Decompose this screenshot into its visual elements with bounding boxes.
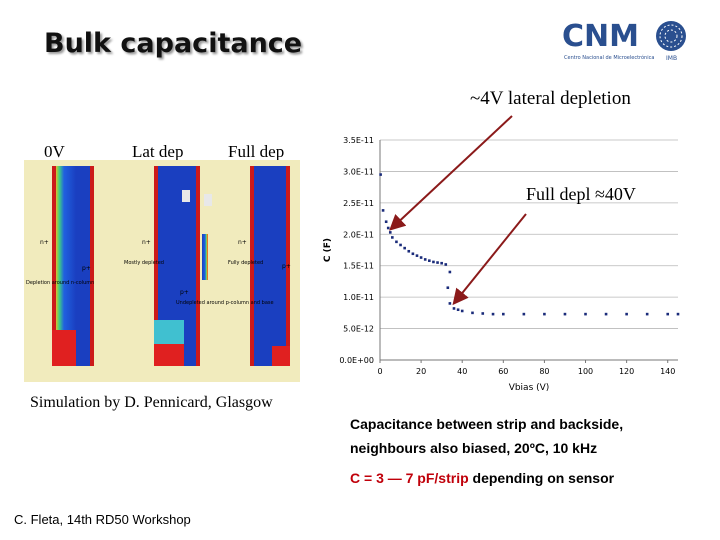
data-point xyxy=(446,286,450,290)
data-point xyxy=(440,261,443,265)
data-point xyxy=(448,302,452,305)
arrow-lateral-depletion xyxy=(389,115,513,231)
capacitance-formula: C = 3 ― 7 pF/strip depending on sensor xyxy=(350,470,614,486)
sim-panel-0v xyxy=(52,166,94,366)
data-point xyxy=(645,312,649,316)
data-point xyxy=(460,309,464,313)
data-point xyxy=(522,312,526,316)
formula-value: C = 3 ― 7 pF/strip xyxy=(350,470,469,486)
y-tick-label: 3.5E-11 xyxy=(343,136,374,145)
x-tick-label: 40 xyxy=(457,367,467,376)
chart-axes xyxy=(379,140,678,363)
inset-label-n-plus-2: n+ xyxy=(142,239,151,246)
data-point xyxy=(604,312,608,316)
x-axis-label: Vbias (V) xyxy=(509,383,550,393)
x-tick-label: 140 xyxy=(660,367,675,376)
data-point xyxy=(625,312,628,316)
data-point xyxy=(584,312,587,316)
sim-label-full-dep: Full dep xyxy=(228,142,285,161)
footer: C. Fleta, 14th RD50 Workshop xyxy=(14,512,191,527)
lateral-depletion-annotation: ~4V lateral depletion xyxy=(470,88,631,109)
sim-label-lat-dep: Lat dep xyxy=(132,142,184,161)
y-tick-label: 3.0E-11 xyxy=(343,167,374,176)
data-point xyxy=(543,312,546,316)
data-point xyxy=(563,312,567,316)
simulation-credit: Simulation by D. Pennicard, Glasgow xyxy=(30,394,273,411)
data-point xyxy=(491,312,495,316)
data-point xyxy=(388,231,392,234)
chart-points xyxy=(379,173,680,316)
data-point xyxy=(407,249,411,253)
capacitance-description: Capacitance between strip and backside, … xyxy=(350,412,623,460)
data-point xyxy=(452,307,456,310)
capacitance-chart: 0.0E+00 5.0E-12 1.0E-11 1.5E-11 2.0E-11 2.5E-… xyxy=(323,136,680,393)
sim-panel-lat-dep xyxy=(154,166,200,366)
y-tick-label: 5.0E-12 xyxy=(343,325,374,334)
data-point xyxy=(428,259,431,262)
inset-label-depletion: Depletion around n-column xyxy=(26,280,94,286)
data-point xyxy=(471,311,474,315)
logo-org: IMB xyxy=(666,55,677,62)
slide-title: Bulk capacitance xyxy=(44,28,303,59)
data-point xyxy=(391,236,394,239)
cnm-logo: CNM Centro Nacional de Microelectrónica … xyxy=(562,19,686,62)
description-line-1: Capacitance between strip and backside, xyxy=(350,416,624,432)
x-tick-label: 100 xyxy=(578,367,593,376)
inset-label-p-plus-1: p+ xyxy=(82,265,91,272)
x-tick-label: 60 xyxy=(498,367,508,376)
x-tick-labels: 0 20 40 60 80 100 120 140 xyxy=(377,367,675,376)
data-point xyxy=(448,270,452,274)
y-tick-labels: 0.0E+00 5.0E-12 1.0E-11 1.5E-11 2.0E-11 2.5E-… xyxy=(339,136,374,365)
data-point xyxy=(432,260,435,264)
inset-label-n-plus-1: n+ xyxy=(40,239,49,246)
arrow-full-depletion xyxy=(452,213,527,306)
logo-subtitle: Centro Nacional de Microelectrónica xyxy=(564,54,654,61)
description-line-2: neighbours also biased, 20ºC, 10 kHz xyxy=(350,440,598,456)
x-tick-label: 80 xyxy=(539,367,549,376)
data-point xyxy=(399,243,402,247)
inset-label-p-plus-2: p+ xyxy=(282,263,291,270)
data-point xyxy=(456,308,460,312)
data-point xyxy=(436,261,439,264)
logo-globe-icon xyxy=(656,21,686,51)
inset-label-p-plus-3: p+ xyxy=(180,289,189,296)
y-tick-label: 2.5E-11 xyxy=(343,199,374,208)
x-tick-label: 0 xyxy=(377,367,382,376)
y-tick-label: 1.0E-11 xyxy=(343,293,374,302)
x-tick-label: 20 xyxy=(416,367,426,376)
data-point xyxy=(415,254,419,257)
data-point xyxy=(502,312,505,316)
data-point xyxy=(381,209,385,212)
data-point xyxy=(395,240,398,244)
data-point xyxy=(379,173,382,176)
data-point xyxy=(411,252,415,256)
data-point xyxy=(444,263,448,266)
inset-label-mostly: Mostly depleted xyxy=(124,260,164,266)
x-tick-label: 120 xyxy=(619,367,634,376)
y-tick-label: 0.0E+00 xyxy=(339,356,374,365)
data-point xyxy=(384,220,388,224)
full-depletion-annotation: Full depl ≈40V xyxy=(526,184,636,204)
y-tick-label: 1.5E-11 xyxy=(343,262,374,271)
formula-suffix: depending on sensor xyxy=(468,470,615,486)
data-point xyxy=(676,312,680,316)
data-point xyxy=(481,312,485,315)
sim-color-scale xyxy=(202,234,208,280)
inset-label-fully: Fully depleted xyxy=(228,260,263,266)
sim-panel-full-dep xyxy=(204,166,290,366)
sim-label-0v: 0V xyxy=(44,142,65,161)
data-point xyxy=(423,258,427,261)
logo-text: CNM xyxy=(562,19,639,54)
data-point xyxy=(419,256,423,259)
y-tick-label: 2.0E-11 xyxy=(343,230,374,239)
inset-label-n-plus-3: n+ xyxy=(238,239,247,246)
data-point xyxy=(386,226,390,230)
y-axis-label: C (F) xyxy=(323,238,333,262)
data-point xyxy=(403,246,406,250)
data-point xyxy=(666,312,670,316)
inset-label-undepleted: Undepleted around p-column and base xyxy=(176,300,274,306)
simulation-image: n+ n+ n+ p+ p+ p+ Depletion around n-col… xyxy=(24,160,300,382)
